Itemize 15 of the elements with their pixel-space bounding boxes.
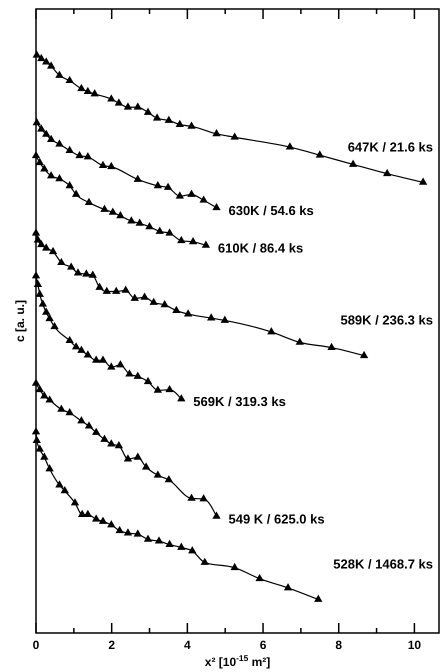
series-label: 630K / 54.6 ks xyxy=(228,203,314,218)
series-label: 610K / 86.4 ks xyxy=(218,240,304,256)
x-tick-label: 8 xyxy=(335,638,342,652)
series-label: 549 K / 625.0 ks xyxy=(228,512,325,527)
series-label: 589K / 236.3 ks xyxy=(340,313,433,328)
series-label: 647K / 21.6 ks xyxy=(348,140,433,155)
x-tick-label: 2 xyxy=(108,638,116,652)
x-axis-title: x² [10$^{-15}$ m²] xyxy=(204,653,270,669)
x-tick-label: 0 xyxy=(32,638,40,652)
y-axis-title: c [a. u.] xyxy=(13,300,27,342)
series-label: 569K / 319.3 ks xyxy=(193,394,286,410)
x-tick-label: 10 xyxy=(408,638,422,652)
x-tick-label: 4 xyxy=(184,638,192,652)
text: 528K / 1468.7 ks xyxy=(333,556,433,572)
x-tick-label: 6 xyxy=(260,638,267,652)
